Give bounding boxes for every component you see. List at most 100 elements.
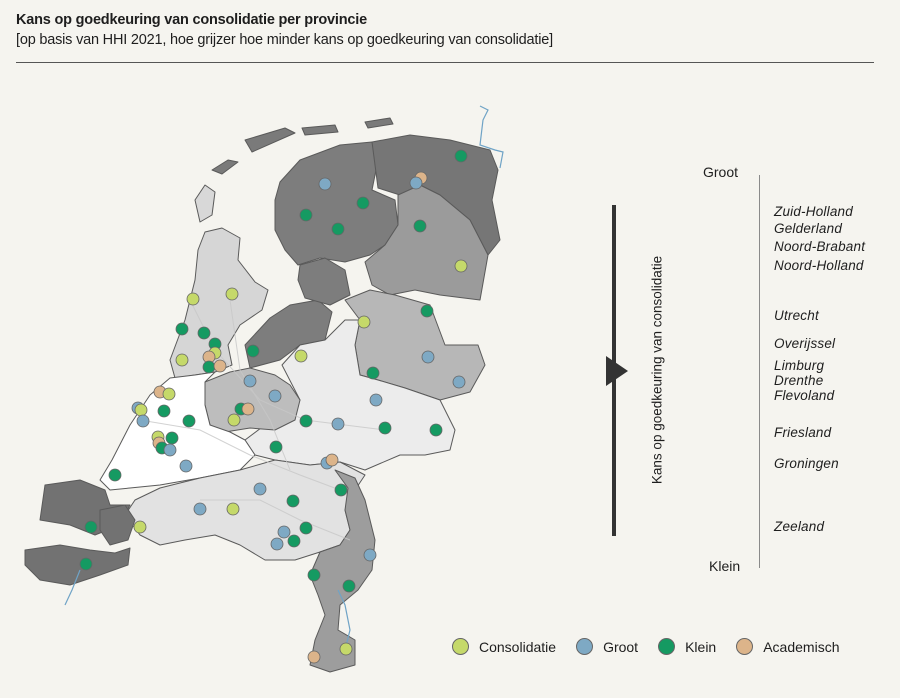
point-klein [331,222,345,236]
point-klein [202,360,216,374]
point-klein [356,196,370,210]
point-academisch [307,650,321,664]
province-drenthe [364,184,489,301]
netherlands-map [24,105,504,673]
scale-axis-label: Kans op goedkeuring van consolidatie [649,255,665,485]
point-klein [182,414,196,428]
point-consolidatie [454,259,468,273]
point-klein [299,521,313,535]
point-klein [307,568,321,582]
island-terschelling [244,127,296,153]
point-groot [369,393,383,407]
point-klein [378,421,392,435]
legend: Consolidatie Groot Klein Academisch [452,638,859,655]
hospital-points [79,149,468,664]
province-zeeland-south [24,544,131,586]
point-klein [175,322,189,336]
point-klein [366,366,380,380]
province-zeeland-mid [99,504,136,546]
province-label: Zeeland [774,519,825,534]
scale-arrow-icon [606,356,628,386]
legend-item-academisch: Academisch [736,638,839,655]
point-groot [179,459,193,473]
point-consolidatie [186,292,200,306]
point-academisch [213,359,227,373]
point-groot [136,414,150,428]
province-label: Drenthe [774,373,824,388]
scale-top-label: Groot [703,164,739,180]
legend-dot-icon [452,638,469,655]
point-consolidatie [227,413,241,427]
province-label: Zuid-Holland [774,204,853,219]
point-klein [269,440,283,454]
province-label: Friesland [774,425,832,440]
province-label: Noord-Holland [774,258,864,273]
province-label: Limburg [774,358,825,373]
point-klein [84,520,98,534]
point-groot [363,548,377,562]
point-consolidatie [294,349,308,363]
point-consolidatie [226,502,240,516]
legend-label: Consolidatie [479,638,557,655]
point-klein [79,557,93,571]
point-groot [253,482,267,496]
legend-label: Groot [603,638,639,655]
point-consolidatie [133,520,147,534]
province-label: Overijssel [774,336,836,351]
province-label: Flevoland [774,388,835,403]
scale-bottom-label: Klein [709,558,741,574]
point-academisch [325,453,339,467]
legend-label: Klein [685,638,717,655]
point-groot [163,443,177,457]
point-klein [342,579,356,593]
point-klein [429,423,443,437]
island-ameland [301,124,339,136]
point-groot [452,375,466,389]
legend-item-groot: Groot [576,638,638,655]
point-groot [318,177,332,191]
province-label: Noord-Brabant [774,239,866,254]
point-klein [157,404,171,418]
legend-label: Academisch [763,638,840,655]
point-klein [108,468,122,482]
point-klein [286,494,300,508]
chart-subtitle: [op basis van HHI 2021, hoe grijzer hoe … [16,32,553,48]
province-label: Utrecht [774,308,819,323]
point-groot [270,537,284,551]
point-klein [299,414,313,428]
point-groot [277,525,291,539]
point-groot [409,176,423,190]
legend-item-consolidatie: Consolidatie [452,638,556,655]
point-consolidatie [225,287,239,301]
point-academisch [241,402,255,416]
point-klein [299,208,313,222]
header-divider [16,62,874,63]
legend-item-klein: Klein [658,638,716,655]
point-klein [334,483,348,497]
province-noord-holland [169,227,269,379]
province-flevoland [244,299,333,369]
legend-dot-icon [736,638,754,655]
province-label: Gelderland [774,221,843,236]
point-groot [268,389,282,403]
point-consolidatie [339,642,353,656]
point-klein [413,219,427,233]
point-klein [197,326,211,340]
point-consolidatie [162,387,176,401]
point-klein [165,431,179,445]
point-groot [331,417,345,431]
point-klein [420,304,434,318]
point-klein [454,149,468,163]
province-flevoland-north [297,257,351,306]
point-klein [246,344,260,358]
island-schiermonnikoog [364,117,394,129]
island-vlieland [211,159,239,175]
point-consolidatie [175,353,189,367]
province-label: Groningen [774,456,839,471]
point-consolidatie [357,315,371,329]
legend-dot-icon [576,638,594,655]
point-klein [287,534,301,548]
scale-axis-line [759,175,760,568]
chart-title: Kans op goedkeuring van consolidatie per… [16,12,367,28]
legend-dot-icon [658,638,676,655]
